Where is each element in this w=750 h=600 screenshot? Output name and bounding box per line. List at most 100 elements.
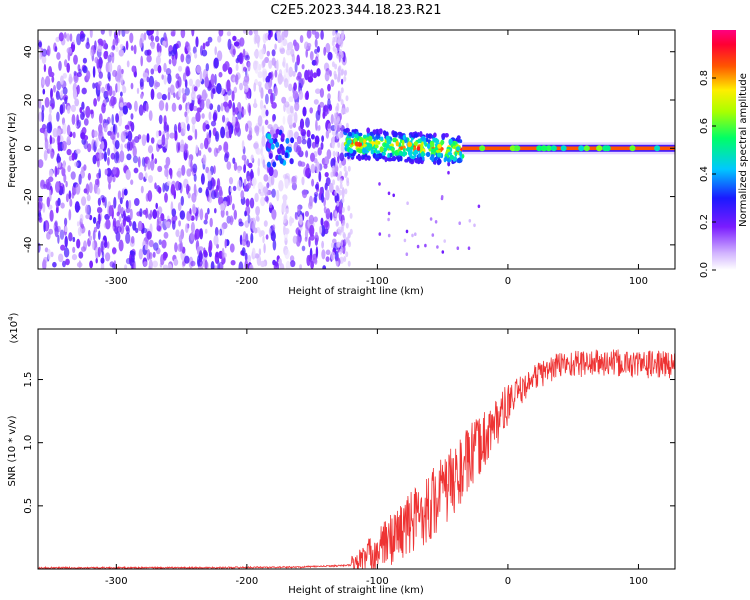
noise-blob: [250, 232, 254, 244]
heatmap-x-tick-label: 100: [629, 276, 648, 287]
noise-blob: [313, 99, 319, 105]
noise-blob: [130, 264, 134, 269]
noise-blob: [50, 151, 54, 159]
noise-blob: [147, 145, 154, 154]
snr-x-tick-label: -300: [105, 576, 128, 587]
noise-blob: [319, 101, 325, 108]
noise-blob: [114, 34, 119, 46]
noise-blob: [262, 68, 267, 76]
noise-blob: [52, 127, 58, 138]
onset-blob: [270, 143, 275, 150]
stray-point: [387, 191, 391, 196]
noise-blob: [249, 217, 254, 229]
noise-blob: [220, 208, 225, 218]
noise-blob: [48, 176, 54, 183]
noise-fringe: [345, 251, 349, 258]
noise-blob: [244, 84, 249, 93]
noise-blob: [213, 112, 217, 121]
noise-blob: [180, 121, 186, 129]
noise-blob: [314, 193, 318, 204]
noise-blob: [100, 257, 105, 264]
noise-blob: [304, 210, 309, 217]
noise-blob: [272, 224, 276, 231]
noise-blob: [296, 54, 301, 66]
noise-blob: [218, 186, 223, 197]
noise-blob: [224, 125, 229, 133]
noise-blob: [41, 110, 45, 123]
noise-blob: [211, 190, 217, 200]
noise-blob: [93, 130, 98, 138]
signal-blob: [349, 148, 354, 154]
noise-blob: [238, 261, 244, 269]
noise-blob: [177, 167, 182, 179]
noise-blob: [270, 92, 274, 105]
snr-axes: -300 -200 -100 0 100 0.5 1.0 1.5: [23, 329, 675, 587]
noise-blob: [174, 215, 178, 221]
noise-blob: [325, 42, 331, 54]
noise-blob: [130, 121, 135, 132]
noise-blob: [137, 220, 143, 232]
noise-blob: [163, 115, 167, 126]
noise-blob: [250, 168, 254, 180]
noise-blob: [218, 30, 224, 37]
carrier-node: [545, 145, 552, 152]
noise-fringe: [336, 200, 340, 207]
noise-blob: [220, 102, 224, 112]
heatmap-cells: [38, 30, 675, 269]
noise-blob: [298, 229, 301, 237]
noise-blob: [111, 114, 114, 126]
noise-blob: [192, 46, 197, 54]
noise-blob: [155, 55, 161, 66]
noise-blob: [233, 86, 238, 94]
noise-blob: [143, 165, 147, 172]
noise-blob: [178, 87, 182, 98]
noise-blob: [215, 251, 220, 258]
noise-blob: [325, 208, 331, 220]
noise-blob: [81, 223, 84, 229]
noise-blob: [196, 94, 202, 101]
noise-blob: [85, 183, 90, 195]
noise-blob: [284, 248, 290, 260]
noise-blob: [79, 107, 83, 114]
noise-blob: [301, 139, 307, 145]
noise-blob: [263, 174, 269, 182]
noise-blob: [272, 239, 277, 251]
noise-blob: [190, 231, 195, 241]
noise-blob: [108, 205, 113, 217]
noise-blob: [65, 258, 70, 266]
stray-point: [378, 182, 381, 186]
heatmap-y-tick-label: 0: [23, 145, 34, 151]
noise-blob: [209, 217, 213, 228]
noise-fringe: [346, 177, 350, 184]
noise-blob: [60, 75, 64, 85]
noise-blob: [76, 72, 82, 78]
carrier-node: [583, 145, 590, 152]
noise-blob: [325, 249, 331, 256]
noise-blob: [44, 247, 49, 253]
noise-blob: [246, 182, 251, 189]
noise-blob: [201, 49, 208, 57]
noise-blob: [68, 155, 73, 162]
noise-blob: [292, 122, 297, 128]
stray-point: [424, 243, 427, 248]
signal-blob: [425, 137, 429, 143]
noise-blob: [264, 196, 269, 202]
noise-blob: [251, 177, 257, 186]
noise-blob: [203, 249, 208, 256]
noise-blob: [305, 168, 310, 178]
noise-blob: [38, 159, 44, 169]
noise-blob: [257, 115, 263, 127]
noise-blob: [59, 104, 64, 115]
noise-blob: [148, 110, 153, 121]
noise-blob: [285, 62, 289, 73]
noise-blob: [253, 142, 259, 149]
noise-blob: [294, 101, 300, 112]
noise-fringe: [349, 228, 353, 235]
noise-blob: [320, 142, 324, 150]
noise-blob: [289, 216, 293, 227]
noise-blob: [47, 45, 51, 57]
noise-blob: [62, 260, 66, 268]
noise-fringe: [335, 106, 339, 112]
noise-blob: [61, 140, 67, 151]
signal-blob: [374, 144, 379, 149]
